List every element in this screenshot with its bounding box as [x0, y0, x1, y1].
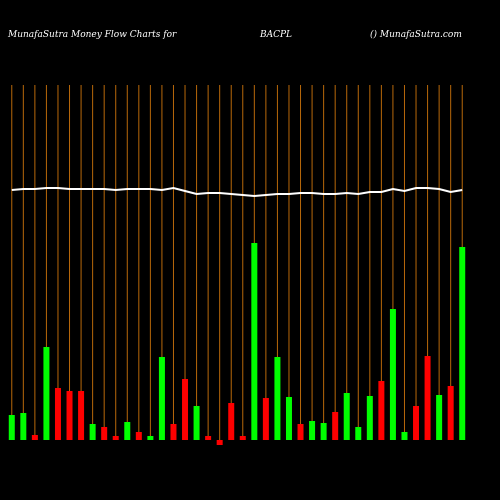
money-flow-line: [11, 186, 463, 198]
bar: [158, 357, 165, 440]
bar: [436, 395, 443, 440]
bar: [135, 432, 142, 440]
bar: [78, 391, 85, 440]
bar: [343, 393, 350, 440]
bar: [355, 427, 362, 440]
bar: [112, 436, 119, 440]
bar: [262, 398, 269, 440]
bar: [274, 357, 281, 440]
bar: [147, 436, 154, 440]
symbol: BACPL: [259, 30, 292, 40]
bar: [8, 415, 15, 440]
bar: [401, 432, 408, 440]
bar: [378, 381, 385, 440]
bar: [389, 309, 396, 440]
bar: [43, 347, 50, 440]
bar: [285, 397, 292, 440]
source: () MunafaSutra.com: [370, 29, 462, 40]
bar: [54, 388, 61, 440]
bar: [205, 436, 212, 440]
chart-title: MunafaSutra Money Flow Charts for: [7, 30, 177, 40]
bar: [31, 435, 38, 440]
bar: [413, 406, 420, 440]
bar: [424, 356, 431, 440]
bar: [239, 436, 246, 440]
bar: [193, 406, 200, 440]
bar: [182, 379, 189, 440]
bar: [170, 424, 177, 440]
bar: [297, 424, 304, 440]
bar: [320, 423, 327, 440]
bar: [251, 243, 258, 440]
bar: [459, 247, 466, 440]
bar: [101, 427, 108, 440]
bar: [20, 413, 27, 440]
bar: [332, 412, 339, 440]
bar: [309, 421, 316, 440]
bar: [447, 386, 454, 440]
bar: [366, 396, 373, 440]
bar: [216, 440, 223, 445]
bar: [66, 391, 73, 440]
bar: [89, 424, 96, 440]
bar: [124, 422, 131, 440]
bar: [228, 403, 235, 440]
